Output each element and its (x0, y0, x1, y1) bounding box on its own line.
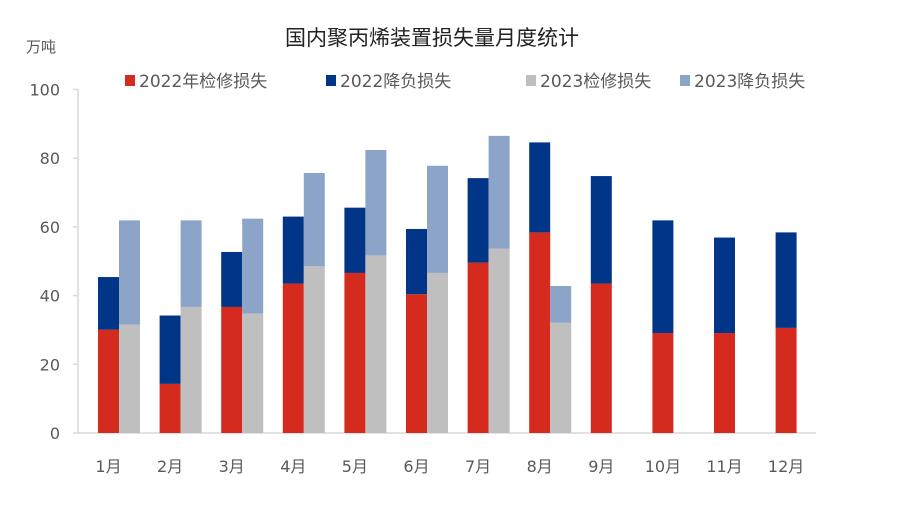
bar-2023-load-reduction-3 (242, 218, 264, 314)
bar-2023-load-reduction-8 (550, 285, 572, 323)
bar-2022-maintenance-11 (714, 333, 735, 433)
bar-2023-load-reduction-4 (303, 172, 325, 267)
y-tick-label: 100 (29, 81, 60, 100)
bar-2022-load-reduction-1 (98, 277, 119, 330)
legend-label: 2023降负损失 (694, 72, 805, 92)
x-tick-label: 12月 (768, 457, 804, 476)
bar-2022-load-reduction-3 (221, 251, 243, 307)
bar-2023-load-reduction-7 (488, 135, 510, 249)
bar-2022-maintenance-5 (344, 272, 366, 433)
bar-2023-maintenance-4 (303, 266, 325, 433)
bar-2022-maintenance-4 (282, 283, 304, 433)
bar-2022-load-reduction-5 (344, 207, 366, 273)
bar-2022-maintenance-7 (467, 262, 489, 433)
x-tick-label: 2月 (157, 457, 183, 476)
bar-2022-load-reduction-4 (282, 216, 304, 284)
bar-2023-maintenance-3 (242, 313, 264, 433)
x-tick-label: 8月 (527, 457, 553, 476)
legend-swatch (680, 75, 690, 86)
bar-2023-maintenance-1 (119, 324, 140, 433)
bar-2022-maintenance-12 (775, 327, 797, 433)
bar-2022-maintenance-10 (652, 333, 674, 433)
y-tick-label: 80 (40, 149, 60, 168)
legend-label: 2022降负损失 (340, 72, 451, 92)
bar-2022-maintenance-3 (221, 306, 243, 433)
y-tick-label: 0 (50, 424, 60, 443)
bar-2023-maintenance-2 (180, 306, 202, 433)
bar-2022-load-reduction-10 (652, 220, 674, 334)
x-tick-label: 10月 (645, 457, 681, 476)
legend: 2022年检修损失 2022降负损失 2023检修损失 2023降负损失 (125, 72, 805, 92)
x-tick-label: 7月 (465, 457, 491, 476)
x-ticks: 1月 2月 3月 4月 5月 6月 7月 8月 9月 10月 11月 12月 (95, 457, 804, 476)
bar-2023-load-reduction-6 (427, 165, 448, 273)
bar-2022-load-reduction-2 (159, 315, 181, 384)
bar-2023-maintenance-8 (550, 322, 572, 433)
legend-label: 2023检修损失 (540, 72, 651, 92)
x-tick-label: 3月 (219, 457, 245, 476)
legend-label: 2022年检修损失 (139, 72, 267, 92)
bar-2022-load-reduction-8 (529, 142, 551, 233)
legend-swatch (326, 75, 336, 86)
bar-2022-load-reduction-9 (590, 176, 612, 284)
y-tick-label: 20 (40, 355, 60, 374)
legend-swatch (125, 75, 135, 86)
x-tick-label: 9月 (588, 457, 614, 476)
x-tick-label: 6月 (403, 457, 429, 476)
y-ticks: 0 20 40 60 80 100 (29, 81, 78, 443)
chart-title: 国内聚丙烯装置损失量月度统计 (285, 26, 579, 50)
x-tick-label: 4月 (280, 457, 306, 476)
bar-2022-load-reduction-12 (775, 232, 797, 328)
bars (98, 135, 797, 433)
bar-2022-maintenance-9 (590, 283, 612, 433)
y-tick-label: 60 (40, 218, 60, 237)
bar-2023-maintenance-5 (365, 255, 387, 433)
bar-2022-maintenance-6 (406, 294, 427, 433)
bar-2023-maintenance-6 (427, 272, 448, 433)
bar-2022-load-reduction-11 (714, 237, 735, 334)
bar-2022-maintenance-2 (159, 383, 181, 433)
legend-swatch (526, 75, 536, 86)
bar-2023-maintenance-7 (488, 248, 510, 433)
bar-2023-load-reduction-2 (180, 220, 202, 307)
bar-2023-load-reduction-1 (119, 220, 140, 325)
x-tick-label: 11月 (706, 457, 742, 476)
x-tick-label: 5月 (342, 457, 368, 476)
bar-2023-load-reduction-5 (365, 149, 387, 256)
bar-2022-maintenance-8 (529, 232, 551, 433)
bar-2022-load-reduction-7 (467, 178, 489, 263)
y-tick-label: 40 (40, 287, 60, 306)
x-tick-label: 1月 (95, 457, 121, 476)
y-axis-label: 万吨 (26, 38, 56, 56)
bar-2022-load-reduction-6 (406, 228, 427, 295)
bar-2022-maintenance-1 (98, 329, 119, 433)
